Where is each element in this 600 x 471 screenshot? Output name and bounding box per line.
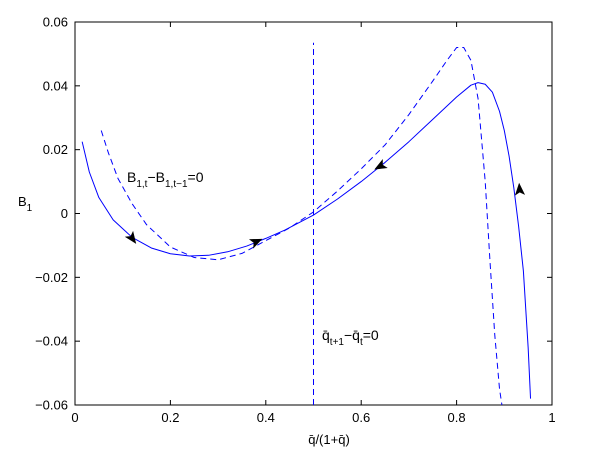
b-annot-sub1: 1,t bbox=[136, 179, 147, 190]
x-axis-ticks: 0 0.2 0.4 0.6 0.8 1 bbox=[71, 22, 556, 425]
b-annot-main: B bbox=[127, 169, 136, 185]
arrowhead-icon bbox=[374, 159, 388, 170]
b-nullcline-annotation: B1,t−B1,t−1=0 bbox=[127, 169, 204, 190]
y-axis-ticks: −0.06 −0.04 −0.02 0 0.02 0.04 0.06 bbox=[35, 15, 552, 413]
plot-area: 0 0.2 0.4 0.6 0.8 1 −0.06−0.04−0.0200.020.040… bbox=[35, 15, 556, 426]
x-tick-label: 0.8 bbox=[448, 410, 466, 425]
y-tick-label: 0.02 bbox=[43, 142, 68, 157]
q-annot-mid: −q̄ bbox=[344, 327, 360, 343]
y-tick-label: 0.06 bbox=[43, 15, 68, 30]
q-nullcline-annotation: q̄t+1−q̄t=0 bbox=[322, 327, 379, 348]
y-tick-label: −0.02 bbox=[35, 270, 68, 285]
x-tick-label: 0.2 bbox=[161, 410, 179, 425]
b-annot-tail: =0 bbox=[188, 169, 204, 185]
arrowhead-icon bbox=[248, 238, 263, 249]
b-trajectory-solid-line bbox=[81, 82, 532, 399]
q-annot-sub2: t bbox=[360, 337, 363, 348]
q-annot-sub1: t+1 bbox=[330, 337, 345, 348]
direction-arrows bbox=[124, 159, 526, 249]
y-tick-label: 0.04 bbox=[43, 78, 68, 93]
q-annot-main: q̄ bbox=[322, 327, 330, 343]
series-layer bbox=[81, 42, 532, 406]
b-annot-mid: −B bbox=[147, 169, 165, 185]
x-axis-title: q̄/(1+q̄) bbox=[308, 432, 350, 447]
y-axis-title: B1 bbox=[18, 194, 33, 214]
x-tick-label: 0 bbox=[71, 410, 78, 425]
y-tick-label: −0.04 bbox=[35, 334, 68, 349]
x-tick-label: 1 bbox=[548, 410, 555, 425]
q-annot-tail: =0 bbox=[363, 327, 379, 343]
b-nullcline-dashed-curve bbox=[100, 47, 503, 406]
x-tick-label: 0.6 bbox=[352, 410, 370, 425]
arrowhead-icon bbox=[124, 230, 137, 244]
b-annot-sub2: 1,t−1 bbox=[165, 179, 188, 190]
x-tick-label: 0.4 bbox=[257, 410, 275, 425]
direction-arrow bbox=[248, 238, 263, 249]
direction-arrow bbox=[514, 182, 526, 196]
direction-arrow bbox=[374, 159, 388, 170]
direction-arrow bbox=[124, 230, 137, 244]
y-tick-label: −0.06 bbox=[35, 398, 68, 413]
arrowhead-icon bbox=[514, 182, 526, 196]
y-axis-title-subscript: 1 bbox=[27, 203, 33, 214]
y-axis-title-main: B bbox=[18, 194, 27, 209]
y-tick-label: 0 bbox=[61, 206, 68, 221]
